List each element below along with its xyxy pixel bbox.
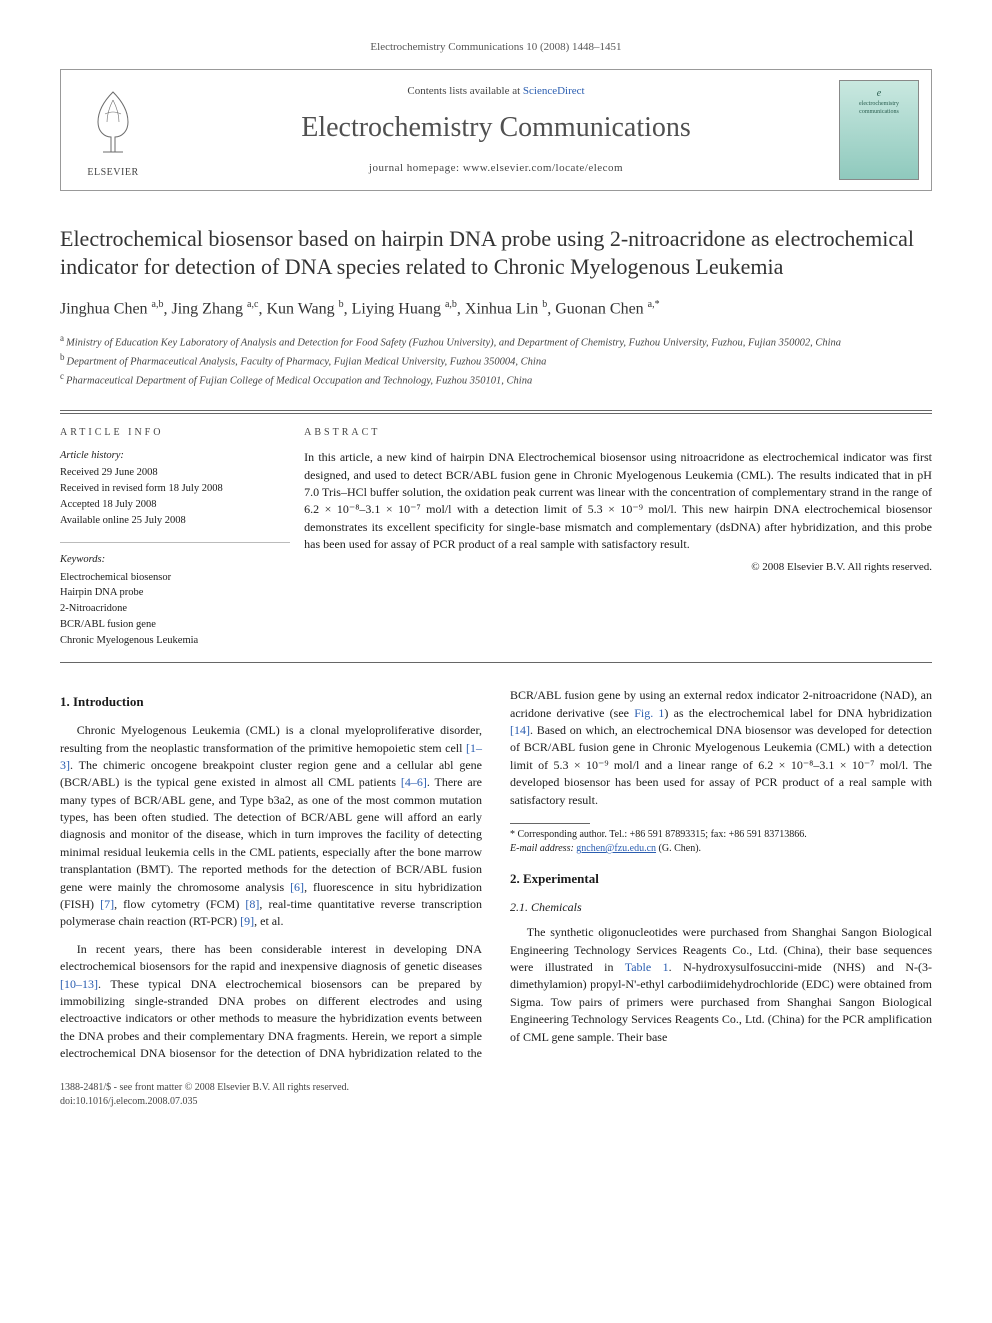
doi-line: doi:10.1016/j.elecom.2008.07.035 [60,1095,349,1109]
history-list: Received 29 June 2008Received in revised… [60,465,290,528]
article-info-heading: ARTICLE INFO [60,426,290,440]
publisher-logo: ELSEVIER [73,80,153,180]
history-label: Article history: [60,449,290,463]
homepage-prefix: journal homepage: [369,162,463,174]
corresponding-author-footnote: * Corresponding author. Tel.: +86 591 87… [510,828,932,856]
page-footer: 1388-2481/$ - see front matter © 2008 El… [60,1081,932,1109]
abstract-heading: ABSTRACT [304,426,932,440]
keywords-label: Keywords: [60,553,290,567]
email-label: E-mail address: [510,843,574,854]
article-body: 1. Introduction Chronic Myelogenous Leuk… [60,687,932,1062]
corr-author-email[interactable]: gnchen@fzu.edu.cn [576,843,656,854]
meta-divider [60,542,290,543]
article-info: ARTICLE INFO Article history: Received 2… [60,413,304,663]
cover-line1: electrochemistry [859,100,899,108]
cover-e-icon: e [877,87,881,101]
contents-prefix: Contents lists available at [407,85,522,97]
article-meta-block: ARTICLE INFO Article history: Received 2… [60,410,932,664]
article-title: Electrochemical biosensor based on hairp… [60,225,932,282]
affiliations: aMinistry of Education Key Laboratory of… [60,332,932,390]
keywords-list: Electrochemical biosensorHairpin DNA pro… [60,570,290,649]
journal-cover-thumbnail: e electrochemistry communications [839,80,919,180]
chemicals-paragraph-1: The synthetic oligonucleotides were purc… [510,924,932,1046]
abstract-copyright: © 2008 Elsevier B.V. All rights reserved… [304,560,932,575]
elsevier-tree-icon [83,82,143,162]
masthead-center: Contents lists available at ScienceDirec… [153,84,839,175]
homepage-url[interactable]: www.elsevier.com/locate/elecom [463,162,623,174]
corr-author-line: * Corresponding author. Tel.: +86 591 87… [510,828,932,842]
journal-masthead: ELSEVIER Contents lists available at Sci… [60,69,932,191]
sciencedirect-link[interactable]: ScienceDirect [523,85,585,97]
abstract-text: In this article, a new kind of hairpin D… [304,449,932,553]
intro-paragraph-1: Chronic Myelogenous Leukemia (CML) is a … [60,722,482,931]
contents-line: Contents lists available at ScienceDirec… [165,84,827,99]
publisher-label: ELSEVIER [83,166,143,180]
issn-line: 1388-2481/$ - see front matter © 2008 El… [60,1081,349,1095]
subsection-2-1-heading: 2.1. Chemicals [510,899,932,916]
abstract-block: ABSTRACT In this article, a new kind of … [304,413,932,663]
cover-line2: communications [859,108,899,116]
section-1-heading: 1. Introduction [60,693,482,712]
footnote-rule [510,823,590,824]
section-2-heading: 2. Experimental [510,870,932,889]
journal-homepage: journal homepage: www.elsevier.com/locat… [165,161,827,176]
email-suffix: (G. Chen). [659,843,702,854]
author-list: Jinghua Chen a,b, Jing Zhang a,c, Kun Wa… [60,298,932,320]
running-header: Electrochemistry Communications 10 (2008… [60,40,932,55]
journal-name: Electrochemistry Communications [165,109,827,147]
